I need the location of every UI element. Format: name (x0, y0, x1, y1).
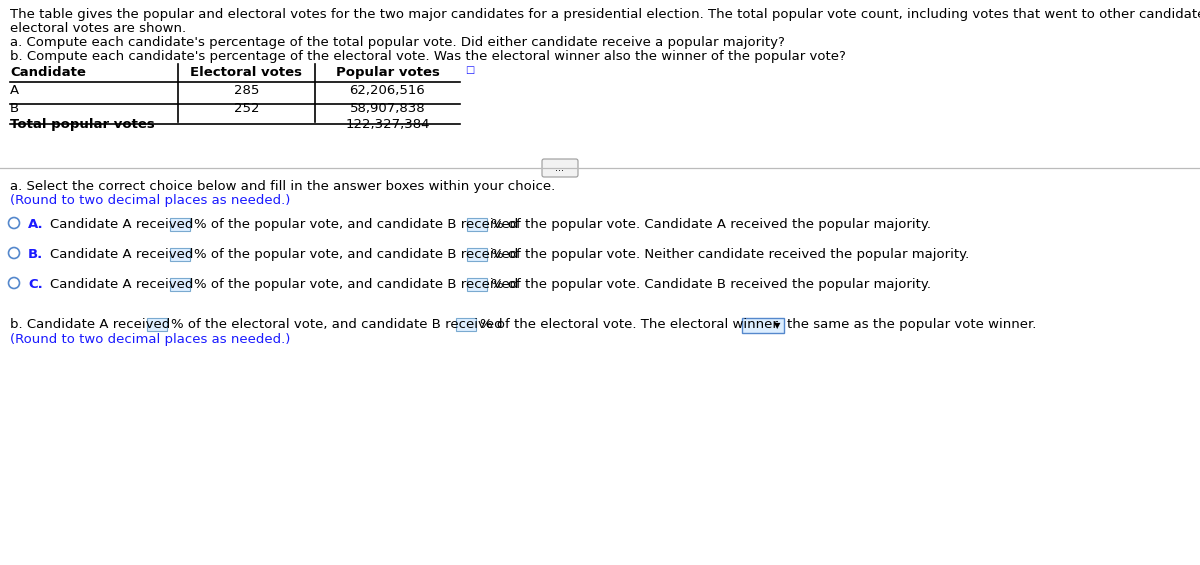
Text: % of the electoral vote. The electoral winner: % of the electoral vote. The electoral w… (480, 318, 778, 331)
Text: a. Compute each candidate's percentage of the total popular vote. Did either can: a. Compute each candidate's percentage o… (10, 36, 785, 49)
Text: % of the popular vote, and candidate B received: % of the popular vote, and candidate B r… (193, 218, 518, 231)
Text: ...: ... (556, 163, 564, 173)
Text: % of the popular vote. Neither candidate received the popular majority.: % of the popular vote. Neither candidate… (491, 248, 970, 261)
Text: Candidate A received: Candidate A received (50, 278, 193, 291)
Text: 58,907,838: 58,907,838 (349, 102, 425, 115)
Text: Candidate A received: Candidate A received (50, 218, 193, 231)
FancyBboxPatch shape (169, 248, 190, 261)
Text: ▼: ▼ (774, 321, 780, 330)
Text: % of the popular vote. Candidate A received the popular majority.: % of the popular vote. Candidate A recei… (491, 218, 931, 231)
Text: % of the popular vote. Candidate B received the popular majority.: % of the popular vote. Candidate B recei… (491, 278, 931, 291)
Text: 122,327,384: 122,327,384 (346, 118, 430, 131)
Text: The table gives the popular and electoral votes for the two major candidates for: The table gives the popular and electora… (10, 8, 1200, 21)
FancyBboxPatch shape (456, 318, 475, 331)
Text: □: □ (466, 65, 474, 75)
FancyBboxPatch shape (467, 218, 487, 231)
Text: % of the popular vote, and candidate B received: % of the popular vote, and candidate B r… (193, 248, 518, 261)
FancyBboxPatch shape (146, 318, 167, 331)
Text: b. Compute each candidate's percentage of the electoral vote. Was the electoral : b. Compute each candidate's percentage o… (10, 50, 846, 63)
Text: % of the popular vote, and candidate B received: % of the popular vote, and candidate B r… (193, 278, 518, 291)
Text: 285: 285 (234, 84, 259, 97)
Text: the same as the popular vote winner.: the same as the popular vote winner. (787, 318, 1037, 331)
Text: A: A (10, 84, 19, 97)
Text: a. Select the correct choice below and fill in the answer boxes within your choi: a. Select the correct choice below and f… (10, 180, 556, 193)
Text: (Round to two decimal places as needed.): (Round to two decimal places as needed.) (10, 194, 290, 207)
Text: Candidate A received: Candidate A received (50, 248, 193, 261)
Text: 62,206,516: 62,206,516 (349, 84, 425, 97)
FancyBboxPatch shape (542, 159, 578, 177)
Text: 252: 252 (234, 102, 259, 115)
Text: electoral votes are shown.: electoral votes are shown. (10, 22, 186, 35)
Text: Electoral votes: Electoral votes (191, 66, 302, 79)
FancyBboxPatch shape (467, 248, 487, 261)
Text: A.: A. (28, 218, 43, 231)
Text: % of the electoral vote, and candidate B received: % of the electoral vote, and candidate B… (170, 318, 503, 331)
FancyBboxPatch shape (169, 218, 190, 231)
FancyBboxPatch shape (742, 318, 784, 333)
Text: Total popular votes: Total popular votes (10, 118, 155, 131)
FancyBboxPatch shape (467, 278, 487, 291)
Text: B.: B. (28, 248, 43, 261)
Text: Popular votes: Popular votes (336, 66, 439, 79)
Text: B: B (10, 102, 19, 115)
Text: C.: C. (28, 278, 43, 291)
Text: Candidate: Candidate (10, 66, 86, 79)
Text: b. Candidate A received: b. Candidate A received (10, 318, 170, 331)
Text: (Round to two decimal places as needed.): (Round to two decimal places as needed.) (10, 333, 290, 346)
FancyBboxPatch shape (169, 278, 190, 291)
